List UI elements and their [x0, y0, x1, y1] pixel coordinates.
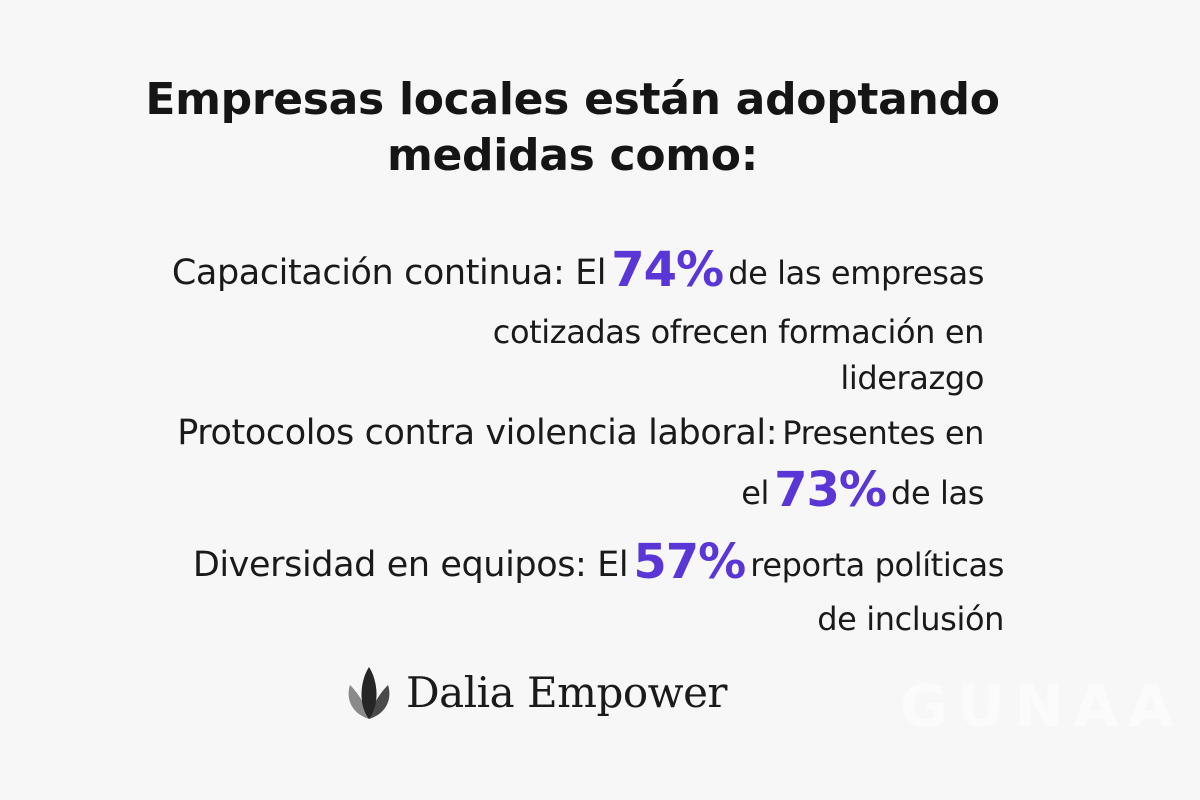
stat-diversity-line-1: Diversidad en equipos: El 57% reporta po…: [192, 534, 1005, 599]
stat-training-label: Capacitación continua: El: [171, 253, 607, 293]
stat-protocols-prefix: el: [741, 474, 769, 512]
stat-diversity: Diversidad en equipos: El 57% reporta po…: [192, 534, 1005, 639]
stat-training-text: de las empresas: [728, 254, 984, 292]
stat-protocols-text: Presentes en: [782, 414, 984, 452]
stat-training-percent: 74%: [611, 242, 724, 298]
stat-protocols-line-1: Protocolos contra violencia laboral: Pre…: [177, 412, 984, 460]
stat-protocols-suffix: de las: [891, 474, 984, 512]
stat-diversity-line-2: de inclusión: [817, 600, 1004, 638]
stat-protocols-line-2: el 73% de las: [177, 460, 984, 529]
stat-protocols-percent: 73%: [774, 462, 887, 518]
page-title: Empresas locales están adoptando medidas…: [0, 72, 1145, 184]
stat-protocols: Protocolos contra violencia laboral: Pre…: [177, 412, 984, 529]
stat-protocols-label: Protocolos contra violencia laboral:: [177, 413, 778, 453]
stat-diversity-label: Diversidad en equipos: El: [192, 545, 629, 585]
brand-name: Dalia Empower: [406, 667, 728, 717]
stat-training: Capacitación continua: El 74% de las emp…: [171, 240, 985, 401]
watermark: GUNAA: [900, 672, 1184, 740]
brand-logo: Dalia Empower: [344, 660, 728, 724]
lotus-leaves-icon: [348, 667, 390, 719]
title-line-1: Empresas locales están adoptando: [145, 74, 1000, 125]
title-line-2: medidas como:: [386, 130, 759, 181]
stat-training-line-2: cotizadas ofrecen formación en: [492, 313, 985, 351]
stat-diversity-percent: 57%: [633, 534, 746, 590]
stat-training-line-1: Capacitación continua: El 74% de las emp…: [171, 240, 985, 309]
stat-training-line-3: liderazgo: [840, 359, 984, 397]
stat-diversity-text: reporta políticas: [750, 546, 1004, 584]
